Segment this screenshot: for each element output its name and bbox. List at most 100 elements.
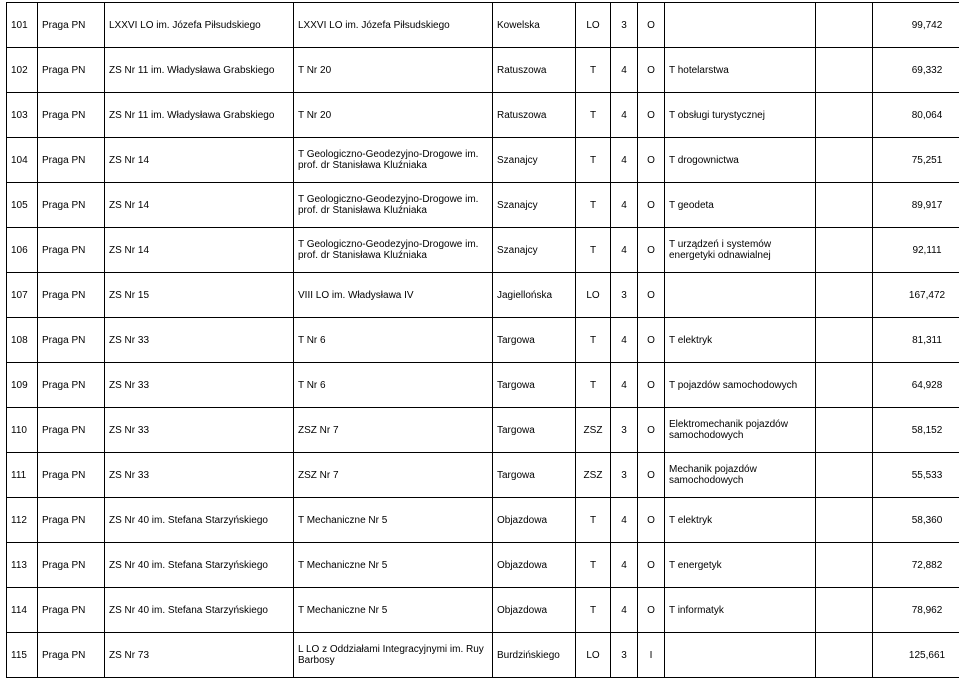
cell-school_holder: ZS Nr 40 im. Stefana Starzyńskiego [105,543,294,588]
cell-school_name: T Geologiczno-Geodezyjno-Drogowe im. pro… [294,228,493,273]
table-row: 115Praga PNZS Nr 73L LO z Oddziałami Int… [7,633,959,678]
cell-lp: 110 [7,408,38,453]
cell-spacer [816,228,873,273]
cell-type: LO [576,3,611,48]
cell-school_holder: ZS Nr 14 [105,183,294,228]
cell-public: O [638,183,665,228]
cell-lp: 104 [7,138,38,183]
cell-type: LO [576,273,611,318]
cell-school_name: T Nr 6 [294,363,493,408]
cell-district: Praga PN [38,633,105,678]
cell-type: T [576,543,611,588]
cell-profile [665,273,816,318]
table-row: 103Praga PNZS Nr 11 im. Władysława Grabs… [7,93,959,138]
cell-profile: T energetyk [665,543,816,588]
cell-street: Ratuszowa [493,93,576,138]
cell-school_name: L LO z Oddziałami Integracyjnymi im. Ruy… [294,633,493,678]
cell-public: O [638,588,665,633]
cell-years: 3 [611,633,638,678]
cell-district: Praga PN [38,318,105,363]
cell-public: O [638,453,665,498]
page: 101Praga PNLXXVI LO im. Józefa Piłsudski… [0,0,959,684]
cell-school_holder: ZS Nr 14 [105,228,294,273]
cell-school_holder: ZS Nr 11 im. Władysława Grabskiego [105,93,294,138]
cell-district: Praga PN [38,363,105,408]
cell-profile [665,633,816,678]
cell-street: Szanajcy [493,228,576,273]
school-table: 101Praga PNLXXVI LO im. Józefa Piłsudski… [6,2,959,678]
cell-profile: T drogownictwa [665,138,816,183]
cell-school_name: VIII LO im. Władysława IV [294,273,493,318]
cell-school_holder: ZS Nr 33 [105,318,294,363]
cell-public: O [638,363,665,408]
cell-street: Szanajcy [493,138,576,183]
cell-profile: T obsługi turystycznej [665,93,816,138]
cell-street: Burdzińskiego [493,633,576,678]
cell-district: Praga PN [38,138,105,183]
cell-street: Objazdowa [493,498,576,543]
cell-profile: T hotelarstwa [665,48,816,93]
cell-street: Objazdowa [493,543,576,588]
cell-lp: 103 [7,93,38,138]
table-row: 108Praga PNZS Nr 33T Nr 6TargowaT4OT ele… [7,318,959,363]
cell-spacer [816,498,873,543]
cell-score: 89,917 [873,183,959,228]
cell-score: 75,251 [873,138,959,183]
cell-score: 64,928 [873,363,959,408]
cell-district: Praga PN [38,183,105,228]
cell-spacer [816,633,873,678]
table-row: 110Praga PNZS Nr 33ZSZ Nr 7TargowaZSZ3OE… [7,408,959,453]
cell-score: 72,882 [873,543,959,588]
cell-lp: 102 [7,48,38,93]
cell-type: T [576,93,611,138]
cell-public: O [638,318,665,363]
cell-years: 4 [611,498,638,543]
cell-school_holder: LXXVI LO im. Józefa Piłsudskiego [105,3,294,48]
cell-score: 92,111 [873,228,959,273]
cell-profile: T elektryk [665,318,816,363]
cell-school_name: LXXVI LO im. Józefa Piłsudskiego [294,3,493,48]
cell-spacer [816,363,873,408]
cell-lp: 106 [7,228,38,273]
cell-school_holder: ZS Nr 33 [105,408,294,453]
cell-spacer [816,588,873,633]
cell-school_holder: ZS Nr 40 im. Stefana Starzyńskiego [105,498,294,543]
cell-school_name: ZSZ Nr 7 [294,408,493,453]
table-row: 109Praga PNZS Nr 33T Nr 6TargowaT4OT poj… [7,363,959,408]
cell-score: 99,742 [873,3,959,48]
cell-lp: 115 [7,633,38,678]
cell-lp: 101 [7,3,38,48]
table-row: 114Praga PNZS Nr 40 im. Stefana Starzyńs… [7,588,959,633]
table-row: 102Praga PNZS Nr 11 im. Władysława Grabs… [7,48,959,93]
cell-district: Praga PN [38,93,105,138]
cell-type: T [576,138,611,183]
cell-street: Kowelska [493,3,576,48]
cell-district: Praga PN [38,588,105,633]
cell-years: 4 [611,138,638,183]
cell-type: LO [576,633,611,678]
cell-district: Praga PN [38,48,105,93]
cell-profile [665,3,816,48]
cell-lp: 111 [7,453,38,498]
cell-school_holder: ZS Nr 15 [105,273,294,318]
cell-type: ZSZ [576,408,611,453]
cell-school_name: T Geologiczno-Geodezyjno-Drogowe im. pro… [294,183,493,228]
cell-years: 4 [611,318,638,363]
cell-profile: T informatyk [665,588,816,633]
cell-score: 125,661 [873,633,959,678]
cell-score: 58,360 [873,498,959,543]
cell-years: 4 [611,588,638,633]
cell-public: O [638,228,665,273]
cell-score: 58,152 [873,408,959,453]
cell-spacer [816,408,873,453]
cell-spacer [816,543,873,588]
cell-spacer [816,138,873,183]
cell-score: 81,311 [873,318,959,363]
table-row: 101Praga PNLXXVI LO im. Józefa Piłsudski… [7,3,959,48]
cell-school_holder: ZS Nr 40 im. Stefana Starzyńskiego [105,588,294,633]
table-row: 106Praga PNZS Nr 14T Geologiczno-Geodezy… [7,228,959,273]
cell-type: T [576,183,611,228]
cell-street: Ratuszowa [493,48,576,93]
cell-score: 78,962 [873,588,959,633]
cell-public: I [638,633,665,678]
